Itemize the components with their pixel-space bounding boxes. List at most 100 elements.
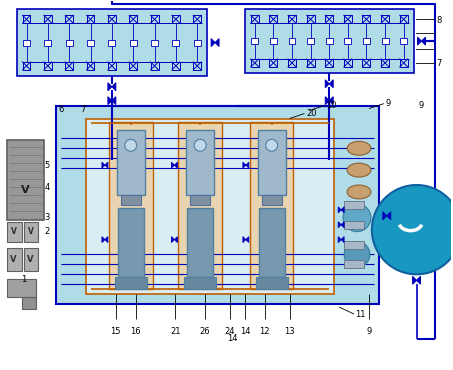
Bar [381,59,389,67]
Bar [118,208,144,277]
Bar [7,222,22,242]
Bar [24,222,39,242]
Bar [344,38,352,44]
Bar [362,59,371,67]
Bar [121,195,140,205]
Bar [173,40,179,46]
Polygon shape [102,162,105,168]
Polygon shape [329,97,333,105]
Text: 9: 9 [366,327,371,336]
Bar [270,38,277,44]
Bar [262,195,282,205]
Bar [56,105,379,304]
Polygon shape [325,97,329,105]
Text: 7: 7 [436,60,442,68]
Polygon shape [108,83,112,91]
Bar [108,40,116,46]
Circle shape [266,139,278,151]
Polygon shape [105,236,108,243]
Bar [344,201,364,209]
Bar [362,15,371,23]
Polygon shape [246,236,249,243]
Polygon shape [171,162,174,168]
Text: V: V [28,227,34,236]
Circle shape [343,204,371,232]
Bar [400,38,407,44]
Polygon shape [174,236,178,243]
Bar [44,15,52,23]
Text: 9: 9 [386,99,391,108]
Polygon shape [112,83,116,91]
Bar [194,40,201,46]
Polygon shape [341,207,344,213]
Bar [129,62,137,70]
Bar [115,277,147,289]
Text: 1: 1 [21,275,26,284]
Text: 9: 9 [419,101,424,110]
Bar [184,277,216,289]
Text: 11: 11 [355,310,366,319]
Bar [108,62,116,70]
Bar [65,15,73,23]
Bar [150,62,159,70]
Ellipse shape [347,185,371,199]
Bar [186,130,214,195]
Bar [259,208,284,277]
Polygon shape [338,207,341,213]
Bar [190,195,210,205]
Bar [344,59,352,67]
Bar [7,140,44,220]
Text: V: V [11,227,17,236]
Bar [87,40,94,46]
Text: 6: 6 [58,105,64,114]
Polygon shape [102,236,105,243]
Bar [22,297,36,309]
Bar [270,15,277,23]
Text: 20: 20 [306,109,317,118]
Bar [307,59,314,67]
Bar [109,122,153,289]
Bar [381,38,389,44]
Text: 10: 10 [326,101,337,110]
Ellipse shape [347,163,371,177]
Bar [344,260,364,268]
Circle shape [194,139,206,151]
Polygon shape [341,222,344,228]
Bar [187,208,213,277]
Text: 21: 21 [170,327,181,336]
Circle shape [372,185,453,274]
Polygon shape [341,236,344,243]
Bar [108,15,116,23]
Circle shape [125,139,137,151]
Bar [307,38,314,44]
Polygon shape [329,80,333,88]
Bar [325,15,333,23]
Bar [172,15,180,23]
Text: 5: 5 [45,161,50,170]
Text: 15: 15 [111,327,121,336]
Bar [251,59,259,67]
Bar [23,15,30,23]
Text: 3: 3 [45,213,50,222]
Bar [151,40,158,46]
Bar [129,15,137,23]
Bar [363,38,370,44]
Bar [251,38,258,44]
Bar [7,248,22,271]
Bar [307,15,314,23]
Bar [325,59,333,67]
Bar [44,40,51,46]
Bar [288,15,296,23]
Text: 14: 14 [240,327,250,336]
Text: V: V [10,255,17,264]
Text: 2: 2 [45,227,50,236]
Bar [87,15,95,23]
Text: V: V [27,255,34,264]
Bar [400,59,408,67]
Bar [258,130,285,195]
Polygon shape [243,236,246,243]
Bar [400,15,408,23]
Text: 24: 24 [225,327,235,336]
Bar [250,122,294,289]
Bar [172,62,180,70]
